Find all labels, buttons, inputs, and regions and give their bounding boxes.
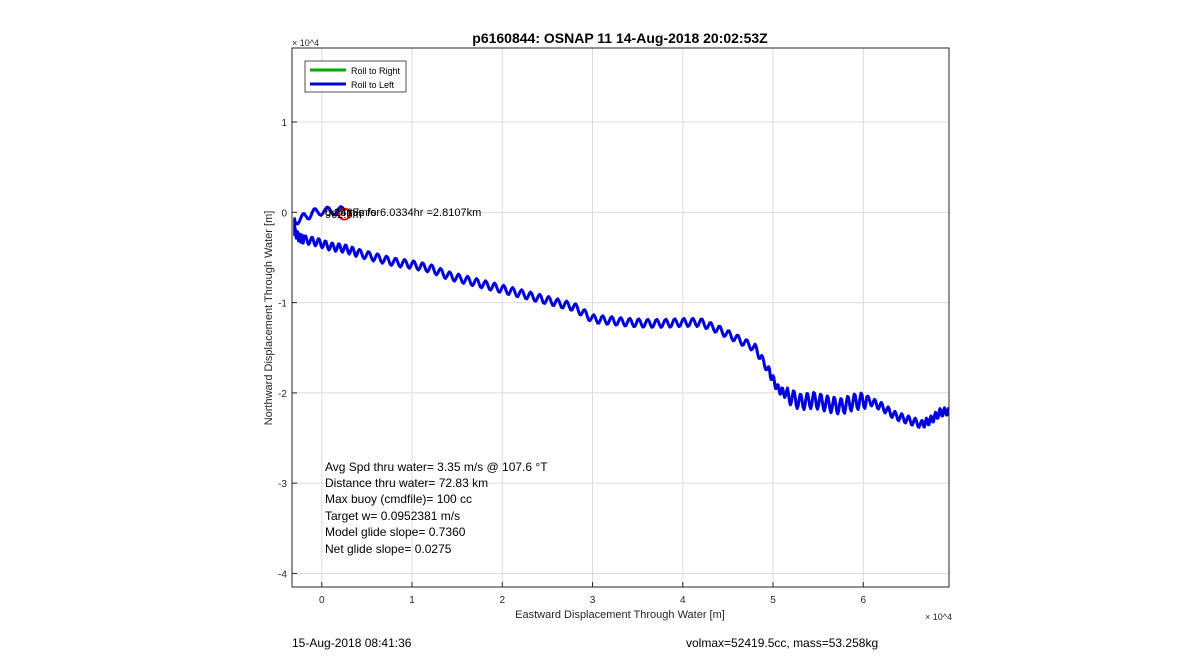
- chart-title: p6160844: OSNAP 11 14-Aug-2018 20:02:53Z: [472, 30, 768, 46]
- x-tick-label: 6: [860, 595, 866, 606]
- x-tick-label: 3: [590, 595, 596, 606]
- y-axis-label: Northward Displacement Through Water [m]: [263, 211, 275, 426]
- x-tick-label: 4: [680, 595, 686, 606]
- x-axis-label: Eastward Displacement Through Water [m]: [515, 609, 725, 621]
- x-exponent-label: × 10^4: [925, 612, 952, 622]
- grid: [292, 48, 949, 587]
- stats-line: Distance thru water= 72.83 km: [325, 476, 488, 490]
- annotation-current-speed: 0.13m/s for6.0334hr =2.8107km: [325, 207, 481, 219]
- y-exponent-label: × 10^4: [292, 38, 319, 48]
- stats-line: Target w= 0.0952381 m/s: [325, 509, 460, 523]
- stats-block: Avg Spd thru water= 3.35 m/s @ 107.6 °T …: [325, 460, 548, 556]
- stats-line: Model glide slope= 0.7360: [325, 525, 466, 539]
- footer-timestamp: 15-Aug-2018 08:41:36: [292, 636, 412, 650]
- x-tick-label: 0: [319, 595, 325, 606]
- y-tick-label: -1: [278, 299, 287, 310]
- annotation-overlap-b: 962.5m: [325, 209, 362, 221]
- stats-line: Max buoy (cmdfile)= 100 cc: [325, 492, 472, 506]
- legend-box: [304, 60, 407, 93]
- stats-line: Net glide slope= 0.0275: [325, 542, 452, 556]
- y-tick-label: -4: [278, 569, 287, 580]
- x-tick-label: 1: [409, 595, 415, 606]
- x-tick-label: 2: [499, 595, 505, 606]
- stats-line: Avg Spd thru water= 3.35 m/s @ 107.6 °T: [325, 460, 548, 474]
- y-tick-label: 0: [281, 208, 287, 219]
- y-tick-label: 1: [281, 118, 287, 129]
- ticks: 0 1 2 3 4 5 6 1 0 -1 -2 -3 -4: [278, 118, 866, 606]
- legend: Roll to Right Roll to Left: [304, 60, 407, 93]
- current-position-marker: [337, 207, 351, 221]
- x-tick-label: 5: [770, 595, 776, 606]
- y-tick-label: -3: [278, 479, 287, 490]
- legend-label-right: Roll to Right: [351, 66, 401, 76]
- footer-volmax-mass: volmax=52419.5cc, mass=53.258kg: [686, 636, 879, 650]
- plot-frame: [291, 47, 950, 588]
- legend-label-left: Roll to Left: [351, 80, 395, 90]
- annotation-overlap-a: 0.2435m/s: [325, 207, 377, 219]
- trajectory-line: [293, 205, 949, 429]
- y-tick-label: -2: [278, 389, 287, 400]
